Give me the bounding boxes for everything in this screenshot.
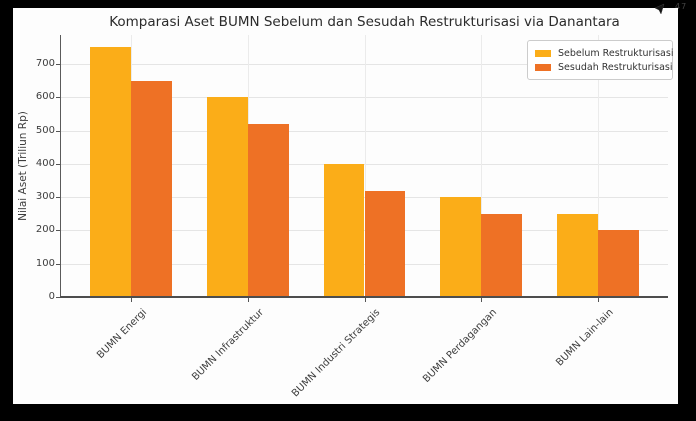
legend-item: Sebelum Restrukturisasi — [535, 46, 673, 60]
bar-sebelum-2 — [323, 163, 365, 297]
y-tick-label: 300 — [35, 191, 55, 203]
legend-item: Sesudah Restrukturisasi — [535, 60, 673, 74]
y-tick-label: 700 — [35, 58, 55, 70]
legend: Sebelum Restrukturisasi Sesudah Restruktu… — [527, 40, 673, 80]
bar-sebelum-1 — [206, 97, 248, 297]
bar-sesudah-1 — [247, 124, 289, 297]
x-tick-mark — [481, 298, 483, 302]
x-tick-mark — [364, 298, 366, 302]
legend-label: Sesudah Restrukturisasi — [558, 61, 673, 73]
gridline-vertical — [597, 35, 599, 297]
y-axis-spine — [60, 35, 61, 297]
bar-sebelum-4 — [557, 213, 598, 297]
legend-rows: Sebelum Restrukturisasi Sesudah Restruktu… — [535, 46, 673, 74]
chart-frame: Komparasi Aset BUMN Sebelum dan Sesudah … — [13, 8, 678, 404]
legend-swatch — [535, 49, 551, 57]
y-tick-label: 0 — [48, 291, 55, 302]
y-tick-mark — [56, 263, 60, 265]
x-tick-label-text: BUMN Infrastruktur — [189, 307, 266, 383]
y-tick-mark — [56, 130, 60, 132]
bar-sesudah-3 — [481, 213, 523, 297]
bar-sebelum-3 — [440, 197, 482, 297]
y-tick-label: 600 — [35, 91, 55, 103]
y-tick-mark — [56, 97, 60, 99]
y-tick-mark — [56, 64, 60, 66]
y-tick-mark — [56, 297, 60, 298]
y-tick-label: 200 — [35, 224, 55, 236]
x-tick-mark — [247, 298, 249, 302]
x-tick-mark — [597, 298, 599, 302]
y-tick-label: 500 — [35, 124, 55, 136]
legend-swatch — [535, 63, 551, 71]
x-tick-mark — [131, 298, 133, 302]
plot-area — [60, 35, 668, 298]
y-tick-mark — [56, 163, 60, 165]
x-tick-label-text: BUMN Perdagangan — [420, 307, 499, 386]
x-tick-label-text: BUMN Energi — [94, 307, 149, 361]
legend-label: Sebelum Restrukturisasi — [558, 47, 674, 59]
corner-watermark: 47 — [675, 2, 688, 11]
gridline-vertical — [364, 35, 366, 297]
bar-sesudah-2 — [364, 190, 406, 297]
y-tick-mark — [56, 230, 60, 232]
x-tick-label-text: BUMN Lain-lain — [554, 307, 616, 369]
x-axis-spine — [60, 296, 668, 298]
y-tick-label: 100 — [35, 257, 55, 269]
bar-sesudah-4 — [597, 230, 639, 297]
bar-sebelum-0 — [90, 47, 132, 297]
chart-title: Komparasi Aset BUMN Sebelum dan Sesudah … — [109, 14, 620, 30]
x-tick-label-text: BUMN Industri Strategis — [289, 307, 383, 400]
y-tick-label: 400 — [35, 157, 55, 169]
bar-sesudah-0 — [131, 80, 172, 297]
mouse-cursor-icon — [652, 1, 666, 15]
y-tick-mark — [56, 197, 60, 199]
gridline-vertical — [481, 35, 483, 297]
